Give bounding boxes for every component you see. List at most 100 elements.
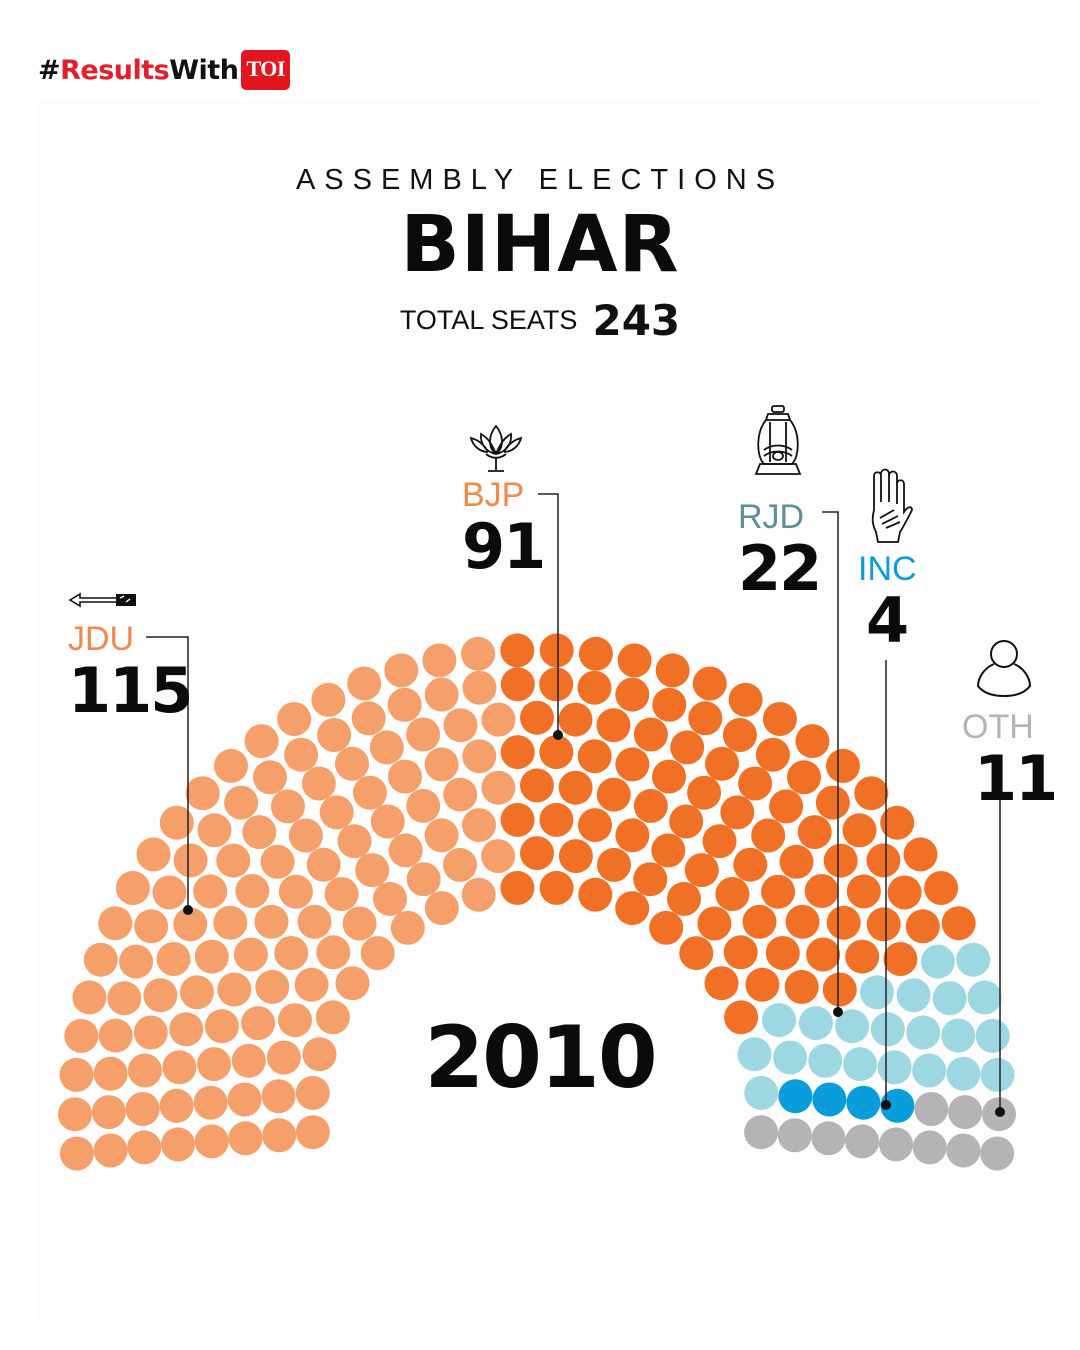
seat-jdu bbox=[406, 717, 441, 752]
seat-jdu bbox=[261, 1079, 296, 1114]
total-seats-value: 243 bbox=[592, 296, 681, 345]
seat-inc bbox=[778, 1079, 813, 1114]
seat-rjd bbox=[798, 1006, 833, 1041]
seat-rjd bbox=[835, 1009, 870, 1044]
seat-jdu bbox=[59, 1057, 94, 1092]
seat-rjd bbox=[980, 1057, 1015, 1092]
seat-oth bbox=[879, 1127, 913, 1162]
seat-bjp bbox=[596, 777, 631, 812]
seat-bjp bbox=[905, 909, 940, 944]
seat-bjp bbox=[785, 904, 820, 939]
party-label-jdu: JDU 115 bbox=[68, 620, 193, 723]
party-label-inc: INC 4 bbox=[858, 550, 917, 653]
seat-bjp bbox=[815, 785, 850, 820]
seat-rjd bbox=[967, 980, 1002, 1015]
seat-jdu bbox=[462, 808, 496, 843]
seat-bjp bbox=[500, 667, 535, 702]
seat-jdu bbox=[58, 1097, 92, 1132]
seat-jdu bbox=[235, 874, 270, 908]
seat-rjd bbox=[860, 975, 894, 1010]
seat-bjp bbox=[924, 871, 959, 905]
seat-rjd bbox=[946, 1056, 981, 1091]
seat-jdu bbox=[136, 837, 171, 872]
seat-jdu bbox=[227, 1082, 262, 1117]
party-name: JDU bbox=[68, 620, 135, 658]
seat-jdu bbox=[214, 748, 248, 783]
seat-jdu bbox=[193, 1085, 228, 1120]
seat-bjp bbox=[787, 760, 821, 795]
seat-bjp bbox=[669, 804, 704, 839]
seat-bjp bbox=[779, 844, 814, 879]
lotus-icon bbox=[469, 424, 523, 472]
seat-jdu bbox=[217, 972, 252, 1007]
party-name: INC bbox=[858, 550, 917, 588]
seat-jdu bbox=[64, 1018, 99, 1053]
seat-bjp bbox=[578, 636, 613, 671]
seat-bjp bbox=[738, 766, 773, 801]
seat-jdu bbox=[241, 1006, 276, 1041]
party-label-bjp: BJP 91 bbox=[462, 476, 546, 579]
seat-jdu bbox=[351, 701, 386, 736]
seat-rjd bbox=[920, 944, 955, 979]
seat-bjp bbox=[655, 653, 690, 688]
seat-bjp bbox=[615, 677, 650, 712]
seat-bjp bbox=[826, 905, 861, 940]
seat-jdu bbox=[317, 718, 352, 752]
seat-bjp bbox=[500, 802, 535, 837]
seat-bjp bbox=[684, 853, 719, 888]
seat-bjp bbox=[597, 847, 631, 882]
seat-jdu bbox=[185, 776, 220, 811]
seat-jdu bbox=[406, 862, 441, 897]
seat-oth bbox=[777, 1118, 812, 1153]
seat-jdu bbox=[461, 877, 496, 912]
arrow-icon bbox=[68, 592, 136, 608]
leader-dot bbox=[833, 1007, 843, 1017]
seat-jdu bbox=[337, 824, 372, 859]
seat-bjp bbox=[842, 813, 877, 848]
seat-rjd bbox=[744, 1075, 779, 1110]
seat-bjp bbox=[539, 667, 574, 702]
seat-jdu bbox=[216, 843, 251, 878]
seat-bjp bbox=[578, 808, 612, 843]
leader-dot bbox=[553, 730, 563, 740]
seat-bjp bbox=[670, 730, 705, 765]
seat-jdu bbox=[342, 906, 377, 941]
seat-bjp bbox=[539, 802, 574, 837]
seat-bjp bbox=[941, 906, 976, 941]
seat-bjp bbox=[500, 870, 535, 905]
seat-jdu bbox=[311, 682, 346, 717]
person-icon bbox=[976, 640, 1032, 698]
seat-jdu bbox=[107, 981, 142, 1016]
seat-bjp bbox=[854, 776, 889, 811]
seat-bjp bbox=[539, 633, 574, 668]
seat-jdu bbox=[59, 1136, 94, 1171]
seat-bjp bbox=[903, 837, 938, 872]
seat-jdu bbox=[83, 942, 118, 977]
seat-jdu bbox=[424, 677, 459, 712]
seat-bjp bbox=[728, 682, 763, 717]
total-seats: TOTAL SEATS 243 bbox=[0, 296, 1080, 345]
seat-jdu bbox=[93, 1133, 128, 1168]
seat-rjd bbox=[808, 1043, 843, 1078]
seat-jdu bbox=[213, 905, 248, 940]
party-seats: 4 bbox=[866, 584, 909, 657]
election-year: 2010 bbox=[424, 1008, 657, 1108]
seat-rjd bbox=[896, 978, 931, 1013]
results-with-toi-logo: # Results With TOI bbox=[38, 50, 290, 90]
party-label-oth: OTH 11 bbox=[962, 708, 1058, 811]
seat-jdu bbox=[254, 904, 289, 939]
seat-oth bbox=[845, 1124, 880, 1159]
toi-brand-badge: TOI bbox=[241, 50, 290, 90]
seat-jdu bbox=[335, 966, 370, 1001]
total-seats-label: TOTAL SEATS bbox=[399, 305, 578, 335]
seat-oth bbox=[914, 1092, 949, 1126]
seat-jdu bbox=[384, 653, 419, 688]
seat-jdu bbox=[173, 907, 208, 942]
seat-jdu bbox=[278, 874, 313, 909]
party-name: RJD bbox=[738, 498, 805, 536]
seat-jdu bbox=[194, 1124, 229, 1159]
seat-bjp bbox=[615, 818, 650, 853]
seat-jdu bbox=[295, 1115, 330, 1150]
seat-jdu bbox=[347, 666, 382, 701]
seat-jdu bbox=[197, 813, 232, 848]
